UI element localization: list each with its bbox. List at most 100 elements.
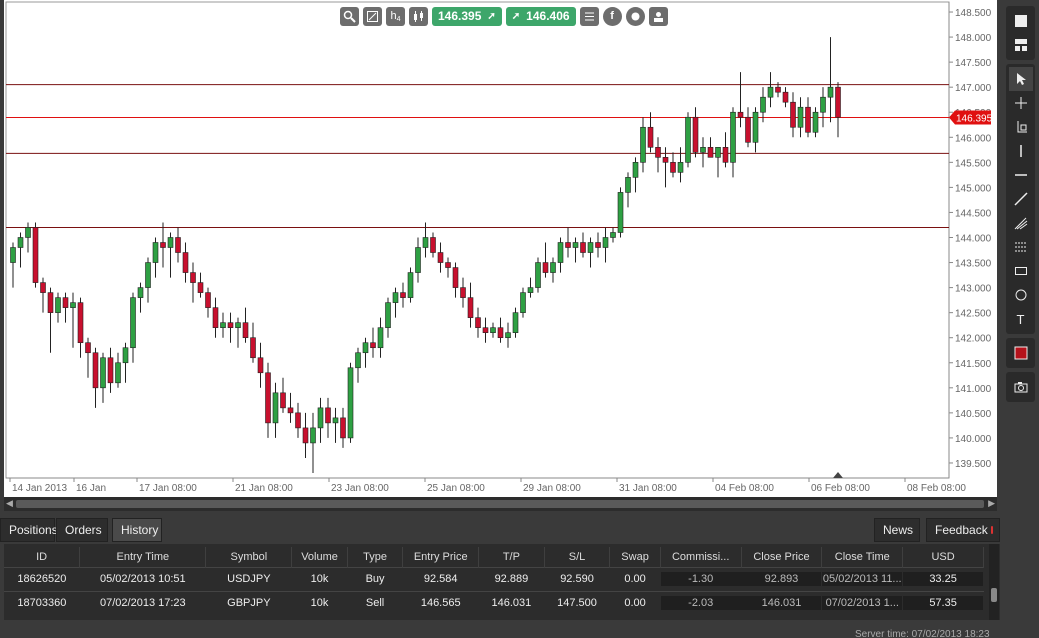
tab-news[interactable]: News: [874, 518, 920, 542]
column-header[interactable]: T/P: [478, 547, 545, 567]
candle-body: [130, 297, 136, 349]
window-icon[interactable]: [1009, 9, 1033, 33]
candle-body: [115, 362, 121, 384]
cell-close-price: 92.893: [741, 566, 822, 591]
horizontal-scrollbar[interactable]: ◀ ▶: [4, 497, 997, 511]
scrollbar-thumb[interactable]: [16, 500, 984, 508]
column-header[interactable]: Entry Price: [402, 547, 480, 567]
cell-value: 33.25: [903, 572, 984, 586]
candle-body: [17, 237, 24, 248]
candle-body: [47, 292, 54, 313]
y-tick-label: 145.500: [955, 158, 992, 169]
column-header[interactable]: S/L: [544, 547, 611, 567]
price-chart[interactable]: 148.500148.000147.500147.000146.500146.0…: [4, 0, 997, 497]
candle-body: [820, 96, 826, 113]
column-header[interactable]: Symbol: [205, 547, 293, 567]
candle-body: [182, 252, 189, 273]
y-tick-label: 141.000: [955, 384, 992, 395]
candle-body: [445, 262, 451, 268]
tab-positions[interactable]: Positions: [0, 518, 58, 542]
candle-body: [340, 417, 346, 439]
column-header[interactable]: USD: [902, 547, 984, 567]
candle-body: [557, 242, 564, 263]
settings-icon[interactable]: [363, 6, 382, 26]
buy-price-button[interactable]: ➚ 146.406: [505, 6, 576, 26]
scroll-left-icon[interactable]: ◀: [6, 498, 13, 508]
measure-icon[interactable]: [1009, 115, 1033, 139]
candle-body: [662, 157, 669, 163]
cell-sl: 92.590: [544, 566, 610, 591]
fibonacci-icon[interactable]: [1009, 211, 1033, 235]
x-tick-label: 16 Jan: [76, 483, 106, 494]
vertical-scrollbar[interactable]: [989, 544, 999, 620]
tab-orders[interactable]: Orders: [56, 518, 108, 542]
trend-line-icon[interactable]: [1009, 187, 1033, 211]
candle-body: [535, 262, 541, 288]
candle-body: [707, 147, 714, 158]
drawing-tools: T: [1006, 64, 1035, 334]
sell-price-button[interactable]: 146.395 ➚: [432, 6, 502, 26]
y-tick-label: 140.500: [955, 409, 992, 420]
candle-body: [272, 392, 279, 424]
candle-body: [812, 111, 819, 133]
column-header[interactable]: Close Price: [741, 547, 823, 567]
cell-close-price: 146.031: [741, 590, 822, 615]
x-tick-label: 04 Feb 08:00: [715, 483, 774, 494]
cell-value: 146.031: [741, 596, 822, 611]
candle-body: [520, 292, 526, 313]
candle-body: [167, 237, 174, 248]
horizontal-line-icon[interactable]: [1009, 163, 1033, 187]
profile-icon[interactable]: [648, 6, 668, 26]
ellipse-icon[interactable]: [1009, 283, 1033, 307]
history-panel: ID Entry Time Symbol Volume Type Entry Price T…: [4, 544, 1000, 620]
text-icon[interactable]: T: [1009, 307, 1033, 331]
cursor-icon[interactable]: [1008, 67, 1033, 91]
crosshair-icon[interactable]: [1009, 91, 1033, 115]
layout-icon[interactable]: [1009, 33, 1033, 57]
tab-history[interactable]: History: [112, 518, 162, 542]
column-header[interactable]: Volume: [291, 547, 348, 567]
timeframe-sub-label: 4: [396, 15, 401, 23]
column-header[interactable]: Swap: [609, 547, 661, 567]
y-tick-label: 143.000: [955, 284, 992, 295]
y-tick-label: 144.500: [955, 208, 992, 219]
column-header[interactable]: Type: [347, 547, 404, 567]
color-swatch[interactable]: [1009, 341, 1033, 365]
list-icon[interactable]: [579, 6, 599, 26]
crowd-icon[interactable]: [625, 6, 645, 26]
cell-entry-time: 07/02/2013 17:23: [79, 590, 206, 615]
cell-tp: 146.031: [478, 590, 545, 615]
candle-body: [730, 111, 736, 163]
plot-frame: [5, 1, 950, 479]
table-row[interactable]: 18703360 07/02/2013 17:23 GBPJPY 10k Sell 146…: [4, 590, 984, 615]
rectangle-icon[interactable]: [1009, 259, 1033, 283]
vertical-line-icon[interactable]: [1009, 139, 1033, 163]
column-header[interactable]: Commissi...: [660, 547, 742, 567]
scroll-right-icon[interactable]: ▶: [988, 498, 995, 508]
zoom-icon[interactable]: [340, 6, 359, 26]
scrollbar-thumb[interactable]: [991, 588, 997, 602]
fibonacci-levels-icon[interactable]: [1009, 235, 1033, 259]
candle-type-icon[interactable]: [409, 6, 428, 26]
column-header[interactable]: Close Time: [821, 547, 904, 567]
cell-type: Sell: [347, 590, 403, 615]
candle-body: [145, 262, 151, 288]
candle-body: [490, 327, 496, 333]
candle-body: [422, 237, 429, 248]
camera-icon[interactable]: [1009, 375, 1033, 399]
candle-body: [827, 86, 834, 98]
candle-body: [362, 342, 369, 354]
facebook-icon[interactable]: f: [602, 6, 622, 26]
tab-feedback[interactable]: Feedback: [926, 518, 1000, 542]
candle-body: [782, 91, 789, 103]
column-header[interactable]: ID: [4, 547, 81, 567]
x-tick-label: 23 Jan 08:00: [331, 483, 389, 494]
chart-area[interactable]: 148.500148.000147.500147.000146.500146.0…: [0, 0, 997, 497]
cell-usd: 57.35: [902, 590, 984, 615]
column-header[interactable]: Entry Time: [79, 547, 207, 567]
table-row[interactable]: 18626520 05/02/2013 10:51 USDJPY 10k Buy 92.5…: [4, 566, 984, 591]
cell-value: 57.35: [903, 596, 984, 611]
x-tick-label: 25 Jan 08:00: [427, 483, 485, 494]
candle-body: [152, 242, 159, 263]
